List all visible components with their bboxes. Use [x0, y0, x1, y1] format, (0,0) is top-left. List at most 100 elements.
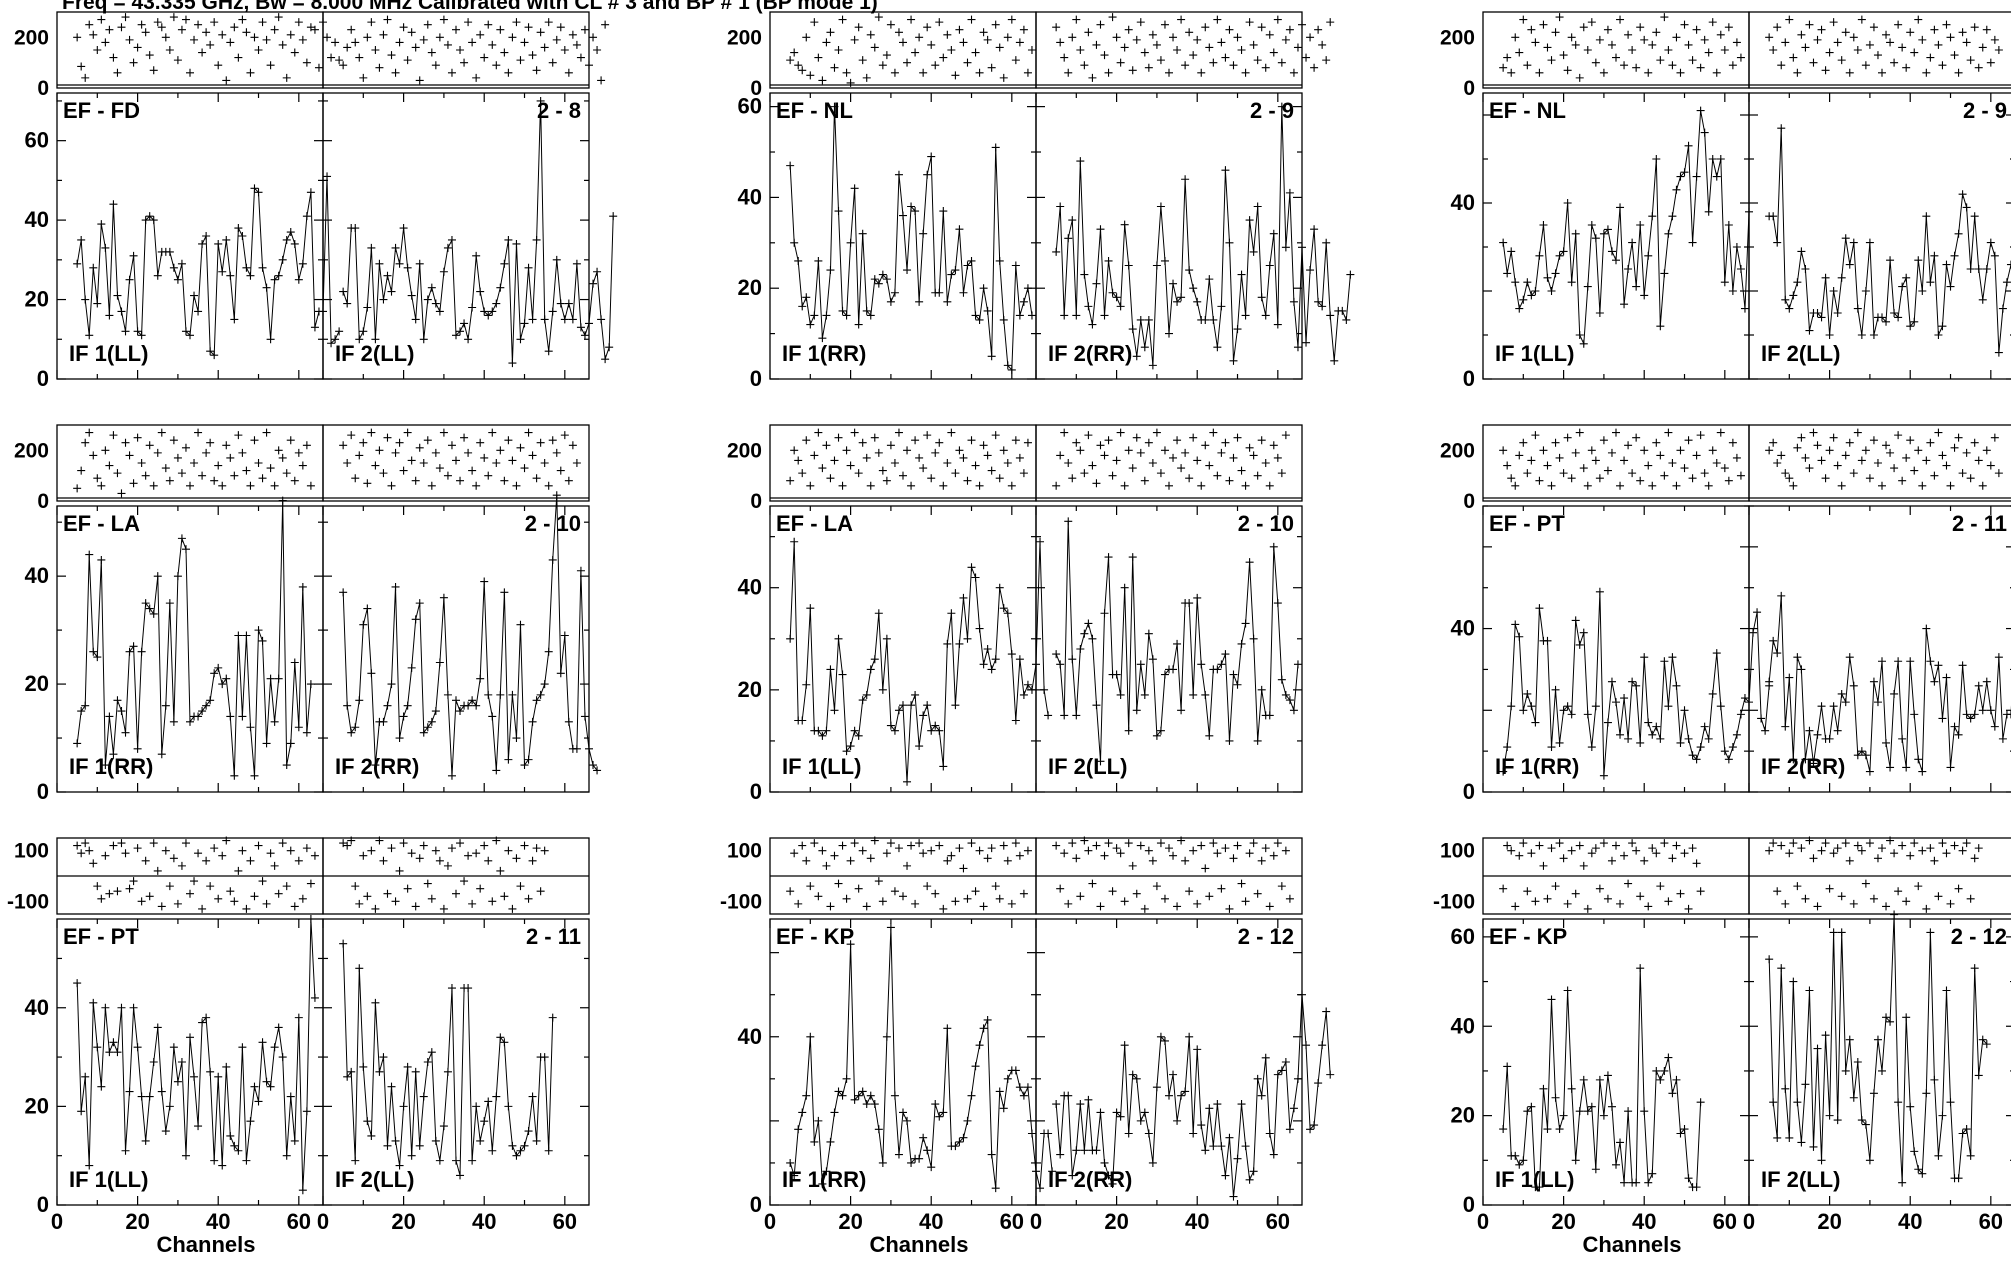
phase-point	[1962, 38, 1971, 47]
phase-point	[564, 476, 573, 485]
phase-point	[1865, 40, 1874, 49]
phase-point	[1918, 35, 1927, 44]
phase-point	[1765, 33, 1774, 42]
amplitude-point	[1785, 673, 1794, 682]
phase-point	[1930, 471, 1939, 480]
phase-point	[1894, 887, 1903, 896]
amplitude-point	[524, 263, 533, 272]
phase-point	[967, 436, 976, 445]
phase-point	[899, 38, 907, 47]
amplitude-point	[464, 701, 473, 710]
phase-point	[536, 438, 545, 447]
amplitude-point	[1591, 234, 1600, 243]
phase-point	[1958, 846, 1967, 855]
phase-point	[1015, 453, 1024, 462]
phase-point	[1583, 481, 1592, 490]
phase-point	[238, 15, 247, 24]
phase-point	[1765, 446, 1774, 455]
amplitude-point	[1547, 995, 1556, 1004]
phase-point	[1829, 849, 1838, 858]
amplitude-point	[862, 690, 871, 699]
phase-point	[923, 431, 932, 440]
amplitude-point	[101, 1003, 110, 1012]
phase-point	[1954, 433, 1963, 442]
amp-y-tick-label: 0	[37, 1192, 49, 1217]
phase-y-tick-label: 0	[750, 490, 762, 513]
amplitude-point	[1338, 306, 1347, 315]
x-tick-label: 40	[919, 1209, 943, 1234]
phase-point	[919, 68, 928, 77]
amplitude-point	[995, 583, 1004, 592]
phase-point	[1684, 436, 1693, 445]
amplitude-point	[1873, 698, 1882, 707]
phase-point	[1632, 846, 1641, 855]
amplitude-point	[1632, 1178, 1641, 1187]
phase-point	[1833, 844, 1842, 853]
amplitude-point	[1015, 311, 1024, 320]
phase-point	[854, 884, 863, 893]
amplitude-point	[1551, 1093, 1560, 1102]
phase-point	[536, 28, 545, 37]
amplitude-point	[1789, 291, 1798, 300]
amplitude-point	[560, 315, 569, 324]
phase-point	[359, 851, 368, 860]
amplitude-point	[1986, 706, 1995, 715]
phase-point	[439, 428, 448, 437]
phase-point	[415, 76, 424, 85]
amplitude-point	[435, 658, 444, 667]
amplitude-point	[1922, 624, 1931, 633]
phase-point	[1817, 25, 1826, 34]
phase-point	[947, 428, 956, 437]
amplitude-point	[1015, 1083, 1024, 1092]
phase-point	[492, 61, 501, 70]
x-tick-label: 20	[838, 1209, 862, 1234]
amplitude-point	[927, 152, 936, 161]
phase-point	[1777, 841, 1786, 850]
amplitude-point	[1076, 645, 1085, 653]
phase-point	[1096, 441, 1105, 450]
amplitude-point	[339, 287, 348, 296]
amplitude-series-line	[1055, 106, 1351, 366]
amplitude-point	[214, 239, 223, 248]
phase-point	[572, 40, 581, 49]
amplitude-point	[1092, 279, 1101, 288]
amplitude-point	[1547, 743, 1556, 752]
phase-point	[371, 904, 380, 913]
amplitude-point	[177, 1058, 186, 1066]
phase-point	[1265, 902, 1274, 911]
phase-point	[822, 441, 831, 450]
phase-point	[935, 841, 944, 850]
phase-point	[1793, 882, 1802, 891]
amplitude-point	[1902, 1013, 1911, 1022]
amplitude-point	[1624, 734, 1633, 743]
amplitude-point	[1160, 256, 1169, 265]
amplitude-point	[1805, 326, 1814, 335]
phase-point	[826, 902, 835, 911]
phase-point	[528, 451, 537, 460]
amplitude-point	[323, 172, 332, 181]
phase-y-tick-label: 200	[727, 439, 762, 462]
amplitude-point	[1152, 261, 1161, 270]
phase-point	[886, 20, 895, 29]
phase-point	[552, 448, 561, 457]
amplitude-point	[452, 331, 460, 340]
amplitude-point	[1853, 1058, 1862, 1066]
phase-point	[226, 453, 235, 462]
phase-y-tick-label: 100	[14, 840, 49, 863]
amplitude-point	[544, 647, 553, 656]
amplitude-point	[1825, 1111, 1834, 1120]
amplitude-point	[1531, 287, 1540, 295]
amplitude-point	[1801, 755, 1810, 764]
amplitude-point	[1692, 172, 1701, 181]
amplitude-point	[472, 1102, 481, 1111]
phase-point	[1857, 15, 1866, 24]
phase-point	[874, 448, 883, 457]
phase-point	[512, 854, 521, 863]
baseline-label: 2 - 12	[1951, 924, 2007, 949]
amplitude-point	[520, 319, 529, 328]
phase-point	[298, 461, 307, 470]
amplitude-point	[818, 1179, 827, 1188]
amplitude-point	[1273, 1070, 1282, 1079]
amplitude-point	[1269, 542, 1278, 551]
phase-point	[266, 61, 275, 70]
